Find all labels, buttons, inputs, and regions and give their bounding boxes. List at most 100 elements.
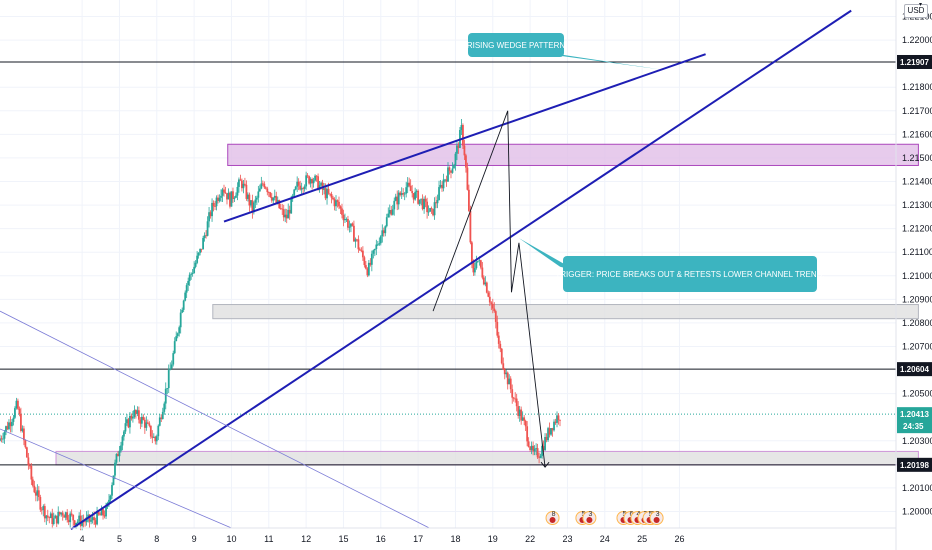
candle-body bbox=[61, 512, 64, 516]
candle-body bbox=[40, 509, 43, 511]
y-tick-label: 1.21100 bbox=[902, 247, 932, 257]
candle-body bbox=[517, 406, 520, 416]
candle-body bbox=[559, 419, 561, 421]
candle-body bbox=[157, 425, 160, 437]
candle-body bbox=[488, 296, 491, 303]
chevron-down-icon[interactable]: ▾ bbox=[919, 1, 923, 8]
level-price-tag bbox=[897, 457, 932, 472]
candle-body bbox=[136, 410, 139, 414]
candle-body bbox=[139, 419, 142, 424]
candle-body bbox=[427, 211, 430, 213]
level-price-label: 1.20604 bbox=[900, 365, 929, 374]
candle-body bbox=[167, 370, 170, 389]
candle-body bbox=[102, 508, 104, 516]
candle-body bbox=[36, 490, 39, 496]
candle-body bbox=[267, 192, 270, 193]
candle-body bbox=[173, 341, 176, 354]
candle-body bbox=[6, 426, 9, 430]
candle-body bbox=[363, 257, 366, 266]
candle-body bbox=[81, 520, 84, 526]
candle-body bbox=[418, 199, 421, 204]
candle-body bbox=[46, 515, 49, 518]
candle-body bbox=[260, 183, 263, 189]
candle-body bbox=[172, 353, 175, 365]
zone-rectangle bbox=[212, 304, 919, 320]
y-axis-ticks: 1.221001.220001.218001.217001.216001.215… bbox=[902, 12, 932, 517]
candle-body bbox=[229, 192, 231, 207]
trendline-wedge-upper bbox=[223, 53, 706, 223]
candle-body bbox=[205, 235, 207, 237]
candle-body bbox=[448, 167, 451, 171]
candle-body bbox=[163, 403, 166, 412]
candle-body bbox=[402, 193, 405, 195]
candle-body bbox=[487, 292, 490, 297]
candle-body bbox=[554, 421, 557, 423]
y-tick-label: 1.21500 bbox=[902, 153, 932, 163]
candle-body bbox=[317, 176, 319, 190]
candle-body bbox=[478, 260, 481, 262]
candle-body bbox=[485, 282, 488, 293]
currency-selector[interactable]: USD bbox=[904, 4, 928, 18]
candle-body bbox=[69, 513, 72, 523]
candle-body bbox=[190, 273, 193, 275]
candle-body bbox=[544, 437, 546, 451]
x-tick-label: 11 bbox=[264, 534, 273, 544]
candle-body bbox=[158, 417, 161, 426]
candle-body bbox=[533, 448, 536, 452]
candle-body bbox=[553, 421, 555, 431]
candle-body bbox=[508, 378, 511, 385]
event-marker-label: 3 bbox=[588, 511, 592, 518]
candle-body bbox=[66, 512, 69, 520]
candle-body bbox=[187, 281, 190, 286]
candle-body bbox=[57, 511, 60, 524]
candle-body bbox=[342, 214, 345, 221]
candle-body bbox=[468, 189, 470, 211]
candle-body bbox=[117, 453, 119, 457]
candle-body bbox=[206, 221, 209, 236]
candle-body bbox=[15, 400, 18, 409]
candle-body bbox=[364, 265, 367, 269]
candle-body bbox=[305, 175, 308, 187]
candle-body bbox=[28, 465, 31, 467]
y-tick-label: 1.20700 bbox=[902, 342, 932, 352]
candle-body bbox=[300, 188, 303, 190]
event-marker-label: 8 bbox=[552, 511, 556, 518]
candle-body bbox=[481, 267, 484, 278]
candle-body bbox=[382, 230, 385, 234]
candle-body bbox=[372, 250, 375, 254]
candle-body bbox=[254, 199, 257, 203]
candle-body bbox=[384, 226, 387, 234]
x-tick-label: 10 bbox=[226, 534, 236, 544]
candle-body bbox=[18, 408, 21, 414]
candle-body bbox=[115, 453, 118, 463]
level-price-label: 1.21907 bbox=[900, 58, 929, 67]
candle-body bbox=[457, 145, 460, 148]
candle-body bbox=[242, 183, 245, 189]
candle-body bbox=[73, 520, 76, 525]
candle-body bbox=[338, 201, 340, 207]
candle-body bbox=[233, 197, 236, 199]
candle-body bbox=[479, 260, 482, 268]
candle-body bbox=[9, 422, 12, 427]
candle-body bbox=[246, 194, 249, 199]
x-tick-label: 9 bbox=[192, 534, 197, 544]
candle-body bbox=[291, 195, 294, 198]
candle-body bbox=[378, 243, 381, 245]
candle-body bbox=[456, 145, 458, 154]
candle-body bbox=[345, 219, 348, 220]
y-tick-label: 1.20800 bbox=[902, 318, 932, 328]
candle-body bbox=[8, 422, 10, 430]
candle-body bbox=[63, 515, 66, 518]
candle-body bbox=[37, 490, 40, 497]
candle-body bbox=[314, 175, 316, 181]
candle-body bbox=[348, 226, 351, 228]
candle-body bbox=[43, 506, 46, 519]
candle-body bbox=[470, 242, 473, 263]
candle-body bbox=[399, 192, 402, 195]
candle-body bbox=[214, 206, 216, 207]
candle-body bbox=[33, 485, 36, 493]
candle-body bbox=[152, 436, 155, 438]
trendline-wedge-lower bbox=[70, 9, 852, 531]
candle-body bbox=[218, 197, 221, 201]
